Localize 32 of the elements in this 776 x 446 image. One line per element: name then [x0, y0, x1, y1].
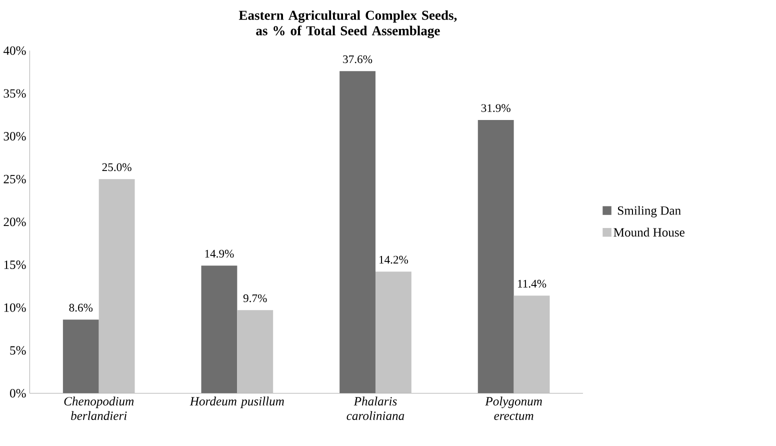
data-label: 8.6% [69, 304, 93, 312]
bar [375, 272, 412, 394]
bar [98, 179, 135, 394]
bar [62, 320, 99, 394]
chart-title: Eastern Agricultural Complex Seeds, as % of Total Seed Assemblage [238, 10, 457, 38]
y-tick-label: 25% [4, 175, 26, 184]
data-label: 9.7% [243, 294, 267, 302]
legend-label: Smiling Dan [618, 206, 681, 218]
bar [201, 266, 238, 394]
x-tick-label: Phalaris caroliniana [346, 396, 404, 420]
x-tick-label: Chenopodium berlandieri [64, 396, 134, 420]
data-label: 14.9% [205, 250, 234, 258]
bar [237, 310, 274, 394]
data-label: 25.0% [102, 164, 132, 172]
y-tick-label: 0% [10, 389, 26, 398]
y-tick-label: 35% [4, 89, 26, 98]
y-tick-label: 5% [10, 346, 26, 355]
data-label: 37.6% [343, 56, 372, 64]
y-tick-label: 40% [3, 46, 26, 56]
x-tick-label: Hordeum pusillum [190, 396, 284, 408]
x-tick-label: Polygonum erectum [485, 396, 542, 420]
data-label: 11.4% [518, 280, 546, 288]
bar [478, 120, 514, 394]
bar [340, 71, 376, 394]
bar [514, 296, 550, 394]
data-label: 31.9% [481, 104, 510, 112]
y-tick-label: 15% [4, 260, 26, 270]
data-label: 14.2% [379, 256, 408, 264]
y-tick-label: 10% [4, 304, 26, 312]
y-tick-label: 30% [4, 132, 26, 141]
y-tick-label: 20% [4, 218, 26, 226]
legend-label: Mound House [614, 228, 684, 237]
